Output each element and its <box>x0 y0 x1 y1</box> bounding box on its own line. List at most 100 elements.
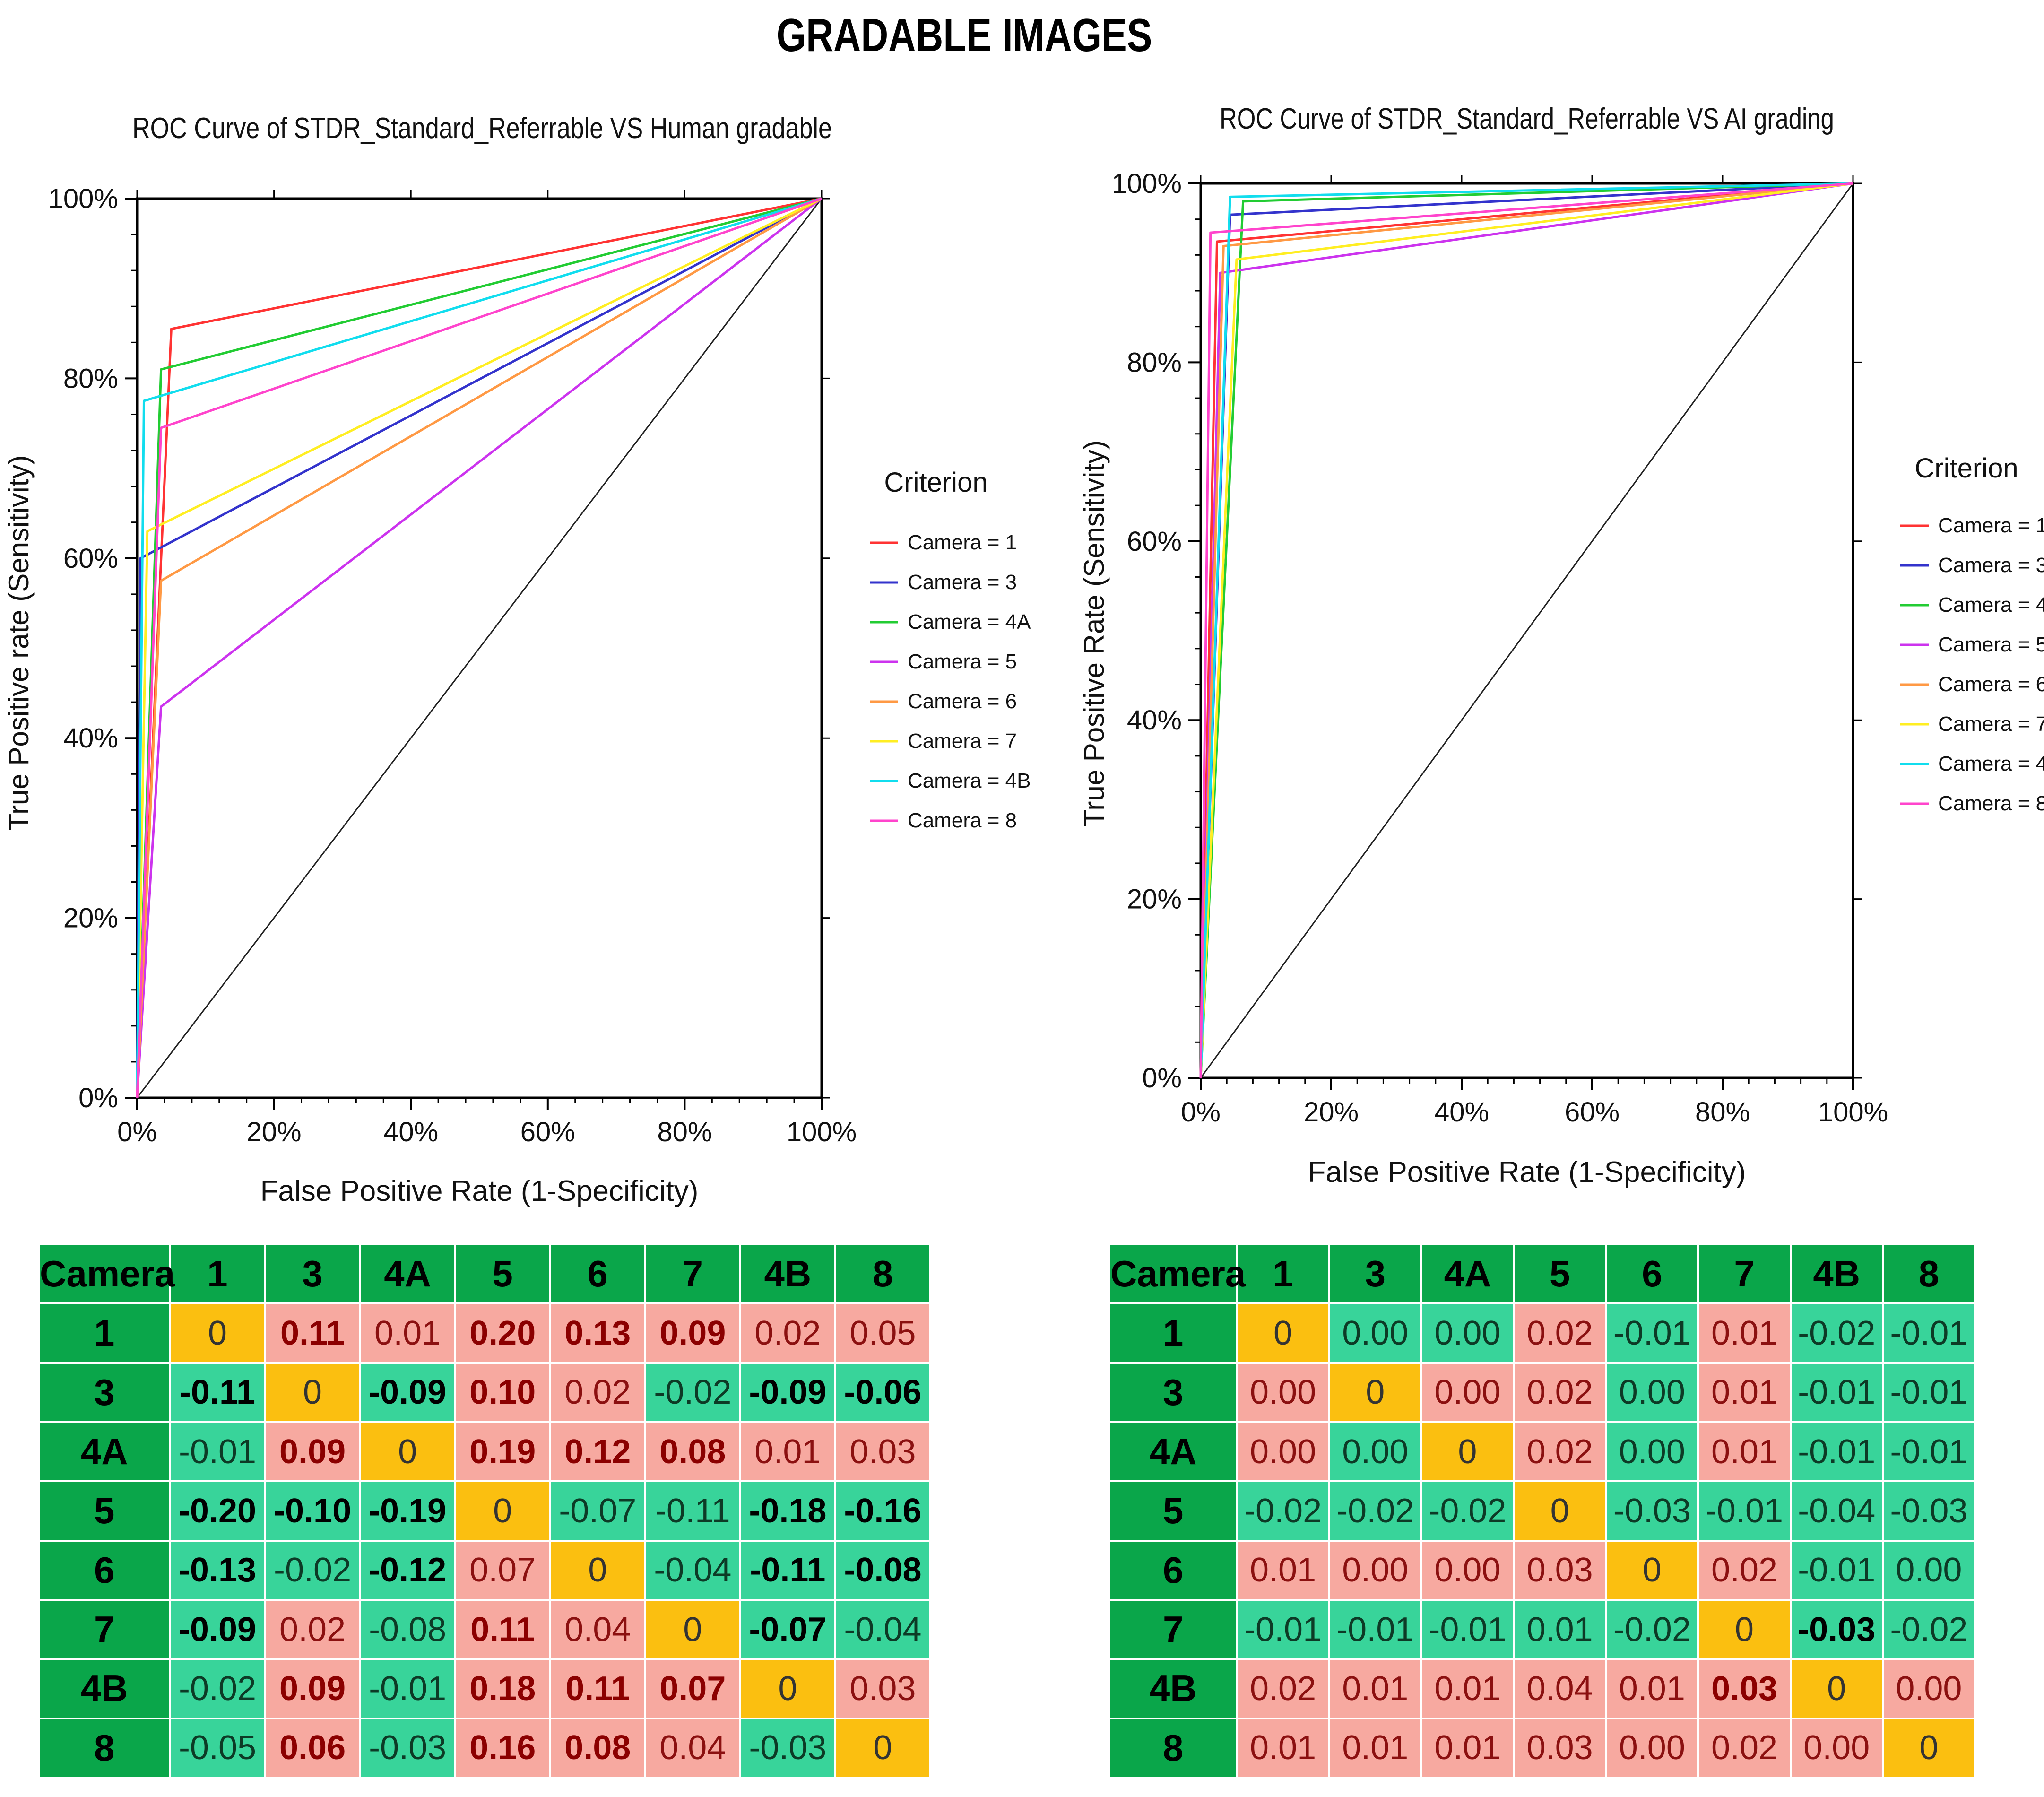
roc-series-line-5 <box>1199 182 1853 1078</box>
value-cell: 0 <box>264 1362 361 1423</box>
value-cell: 0 <box>1328 1362 1422 1423</box>
value-cell: -0.09 <box>169 1598 266 1660</box>
value-cell: -0.02 <box>1789 1302 1884 1364</box>
value-cell: 0 <box>644 1598 741 1660</box>
comparison-table-human: Camera 1 3 4A 5 6 7 4B 8 1 0 0.11 0.01 0.20 0.13 0.09 0.… <box>37 1243 932 1779</box>
value-cell: 0 <box>1236 1302 1330 1364</box>
header-cell: 5 <box>454 1243 551 1305</box>
header-cell: 4A <box>1420 1243 1515 1305</box>
value-cell: -0.08 <box>834 1539 932 1601</box>
value-cell: 0.02 <box>1697 1717 1792 1779</box>
roc-series-line-6 <box>136 197 823 1098</box>
row-label-cell: 1 <box>37 1302 171 1364</box>
value-cell: -0.01 <box>1697 1480 1792 1542</box>
value-cell: -0.02 <box>1420 1480 1515 1542</box>
y-tick-label: 0% <box>78 1083 118 1113</box>
value-cell: 0.02 <box>264 1598 361 1660</box>
header-cell: 5 <box>1513 1243 1607 1305</box>
x-tick-label: 60% <box>520 1117 575 1147</box>
value-cell: -0.04 <box>1789 1480 1884 1542</box>
value-cell: 0.01 <box>1513 1598 1607 1660</box>
value-cell: 0.01 <box>1236 1539 1330 1601</box>
value-cell: -0.02 <box>264 1539 361 1601</box>
value-cell: 0.01 <box>1236 1717 1330 1779</box>
value-cell: -0.02 <box>1605 1598 1699 1660</box>
value-cell: -0.18 <box>739 1480 836 1542</box>
roc-series-line-5 <box>136 197 823 1098</box>
value-cell: 0.00 <box>1328 1302 1422 1364</box>
value-cell: 0.02 <box>1513 1421 1607 1483</box>
header-cell: 3 <box>1328 1243 1422 1305</box>
value-cell: -0.08 <box>359 1598 456 1660</box>
value-cell: -0.01 <box>1236 1598 1330 1660</box>
y-tick-label: 100% <box>48 183 118 214</box>
x-tick-label: 100% <box>1818 1097 1888 1128</box>
value-cell: -0.02 <box>644 1362 741 1423</box>
value-cell: -0.04 <box>834 1598 932 1660</box>
value-cell: 0.07 <box>454 1539 551 1601</box>
comparison-table-ai: Camera 1 3 4A 5 6 7 4B 8 1 0 0.00 0.00 0.02 -0.01 0.01-… <box>1108 1243 1976 1779</box>
value-cell: 0.08 <box>549 1717 646 1779</box>
value-cell: -0.16 <box>834 1480 932 1542</box>
legend-label: Camera = 1 <box>1938 514 2044 537</box>
value-cell: 0.09 <box>264 1421 361 1483</box>
value-cell: 0.09 <box>264 1658 361 1719</box>
legend-label: Camera = 4B <box>908 769 1031 792</box>
value-cell: 0.01 <box>1420 1717 1515 1779</box>
legend-label: Camera = 8 <box>908 809 1017 832</box>
table-row: 6 0.01 0.00 0.00 0.03 0 0.02 -0.01 0.00 <box>1108 1539 1976 1601</box>
value-cell: 0.03 <box>1513 1717 1607 1779</box>
legend-label: Camera = 8 <box>1938 792 2044 815</box>
header-cell: 6 <box>1605 1243 1699 1305</box>
legend-label: Camera = 1 <box>908 531 1017 554</box>
header-cell: 6 <box>549 1243 646 1305</box>
table-row: 4B 0.02 0.01 0.01 0.04 0.01 0.03 0 0.00 <box>1108 1658 1976 1719</box>
value-cell: 0.02 <box>1513 1362 1607 1423</box>
legend-label: Camera = 4A <box>1938 593 2044 616</box>
value-cell: 0.05 <box>834 1302 932 1364</box>
value-cell: -0.10 <box>264 1480 361 1542</box>
roc-series-line-7 <box>136 197 822 1098</box>
value-cell: -0.01 <box>1881 1421 1976 1483</box>
y-tick-label: 80% <box>1127 347 1182 378</box>
roc-series-line-1 <box>1199 182 1853 1078</box>
value-cell: -0.01 <box>1881 1302 1976 1364</box>
value-cell: 0 <box>834 1717 932 1779</box>
row-label-cell: 7 <box>1108 1598 1238 1660</box>
legend-label: Camera = 3 <box>1938 554 2044 577</box>
value-cell: 0.02 <box>1697 1539 1792 1601</box>
value-cell: 0.04 <box>1513 1658 1607 1719</box>
row-label-cell: 4B <box>37 1658 171 1719</box>
legend-title: Criterion <box>884 467 987 498</box>
header-cell-camera: Camera <box>37 1243 175 1305</box>
roc-series-line-7 <box>1199 182 1853 1078</box>
header-cell: 8 <box>1881 1243 1976 1305</box>
value-cell: 0.11 <box>264 1302 361 1364</box>
value-cell: 0.00 <box>1236 1421 1330 1483</box>
roc-charts: ROC Curve of STDR_Standard_Referrable VS… <box>3 103 2044 1207</box>
value-cell: -0.09 <box>359 1362 456 1423</box>
chart-title: ROC Curve of STDR_Standard_Referrable VS… <box>1220 103 1834 135</box>
table-row: 4A 0.00 0.00 0 0.02 0.00 0.01 -0.01 -0.01 <box>1108 1421 1976 1483</box>
value-cell: -0.05 <box>169 1717 266 1779</box>
header-cell: 1 <box>169 1243 266 1305</box>
row-label-cell: 5 <box>1108 1480 1238 1542</box>
value-cell: 0.07 <box>644 1658 741 1719</box>
x-tick-label: 40% <box>383 1117 438 1147</box>
value-cell: 0.02 <box>1513 1302 1607 1364</box>
row-label-cell: 8 <box>1108 1717 1238 1779</box>
value-cell: 0.02 <box>1236 1658 1330 1719</box>
value-cell: -0.02 <box>1328 1480 1422 1542</box>
value-cell: -0.02 <box>1236 1480 1330 1542</box>
legend-label: Camera = 4A <box>908 610 1031 634</box>
value-cell: -0.03 <box>1605 1480 1699 1542</box>
value-cell: -0.02 <box>169 1658 266 1719</box>
value-cell: 0.04 <box>549 1598 646 1660</box>
table-row: 8 -0.05 0.06 -0.03 0.16 0.08 0.04 -0.03 0 <box>37 1717 932 1779</box>
header-cell: 4B <box>739 1243 836 1305</box>
value-cell: 0 <box>454 1480 551 1542</box>
table-row: 3 -0.11 0 -0.09 0.10 0.02 -0.02 -0.09 -0.06 <box>37 1362 932 1423</box>
value-cell: 0.18 <box>454 1658 551 1719</box>
value-cell: -0.12 <box>359 1539 456 1601</box>
value-cell: 0.03 <box>1513 1539 1607 1601</box>
